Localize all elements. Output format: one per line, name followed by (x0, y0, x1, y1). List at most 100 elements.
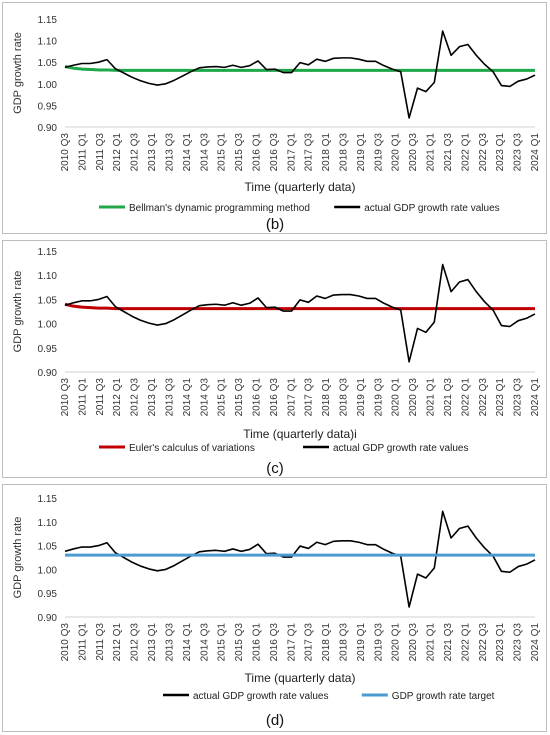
chart-panel-b: 1.15 1.10 1.05 1.00 0.95 0.90 GDP growth rate 2… (2, 2, 547, 234)
x-tick-label: 2018 Q3 (339, 378, 350, 417)
x-tick-label: 2018 Q1 (321, 378, 332, 417)
y-tick-label: 0.95 (38, 101, 58, 112)
y-tick-label: 0.90 (38, 123, 58, 134)
x-tick-label: 2019 Q3 (373, 378, 384, 417)
x-tick-label: 2015 Q1 (217, 378, 228, 417)
x-tick-label: 2023 Q3 (513, 623, 524, 662)
x-tick-label: 2016 Q3 (269, 378, 280, 417)
y-tick-label: 1.05 (38, 58, 58, 69)
legend-label: Euler's calculus of variations (129, 443, 255, 454)
x-tick-label: 2018 Q1 (321, 133, 332, 172)
x-tick-label: 2014 Q1 (182, 623, 193, 662)
x-tick-label: 2022 Q3 (478, 623, 489, 662)
panel-caption: (d) (266, 712, 284, 729)
x-tick-label: 2017 Q3 (304, 623, 315, 662)
x-tick-label: 2021 Q1 (426, 133, 437, 172)
x-tick-label: 2012 Q3 (130, 378, 141, 417)
x-tick-label: 2015 Q3 (234, 623, 245, 662)
x-tick-label: 2011 Q3 (95, 623, 106, 661)
x-tick-label: 2022 Q1 (460, 378, 471, 417)
x-tick-label: 2016 Q3 (269, 133, 280, 172)
x-tick-label: 2018 Q1 (321, 623, 332, 662)
x-tick-label: 2023 Q1 (495, 623, 506, 662)
x-tick-label: 2017 Q3 (304, 133, 315, 172)
y-tick-label: 1.05 (38, 295, 58, 306)
x-axis-label: Time (quarterly data)i (243, 427, 357, 441)
y-tick-label: 1.15 (38, 494, 58, 505)
x-tick-label: 2019 Q1 (356, 133, 367, 172)
x-tick-label: 2024 Q1 (530, 378, 541, 417)
y-tick-label: 1.15 (38, 15, 58, 26)
x-tick-label: 2018 Q3 (339, 623, 350, 662)
x-tick-label: 2023 Q3 (513, 133, 524, 172)
x-tick-label: 2014 Q1 (182, 378, 193, 417)
y-tick-label: 1.10 (38, 37, 58, 48)
x-tick-label: 2010 Q3 (60, 623, 71, 662)
series-line-bellman-s-dynamic-programming-method (64, 65, 535, 72)
y-tick-label: 1.10 (38, 518, 58, 529)
x-tick-label: 2024 Q1 (530, 623, 541, 662)
x-tick-label: 2014 Q3 (199, 378, 210, 417)
x-tick-label: 2012 Q3 (130, 133, 141, 172)
legend-label: GDP growth rate target (392, 691, 495, 702)
x-tick-label: 2012 Q1 (112, 133, 123, 172)
x-tick-label: 2015 Q3 (234, 133, 245, 172)
x-tick-label: 2017 Q1 (286, 133, 297, 172)
panel-caption: (b) (266, 216, 284, 233)
x-tick-label: 2020 Q1 (391, 378, 402, 417)
x-tick-label: 2011 Q1 (77, 623, 88, 661)
x-tick-label: 2016 Q1 (251, 378, 262, 417)
y-tick-label: 0.95 (38, 589, 58, 600)
panel-caption: (c) (266, 460, 284, 477)
x-tick-label: 2011 Q3 (95, 133, 106, 171)
x-tick-label: 2022 Q3 (478, 133, 489, 172)
y-axis-label: GDP growth rate (12, 32, 24, 114)
y-tick-label: 1.05 (38, 542, 58, 553)
y-tick-label: 1.00 (38, 320, 58, 331)
x-axis-label: Time (quarterly data) (245, 180, 356, 194)
legend-label: Bellman's dynamic programming method (129, 203, 310, 214)
y-axis-label: GDP growth rate (12, 517, 24, 599)
x-tick-label: 2015 Q1 (217, 133, 228, 172)
chart-d-svg: 1.15 1.10 1.05 1.00 0.95 0.90 GDP growth rate 2… (12, 494, 541, 729)
x-tick-label: 2014 Q1 (182, 133, 193, 172)
x-tick-label: 2013 Q1 (147, 133, 158, 172)
x-tick-label: 2011 Q3 (95, 378, 106, 416)
x-tick-label: 2018 Q3 (339, 133, 350, 172)
x-tick-label: 2017 Q3 (304, 378, 315, 417)
x-tick-label: 2015 Q3 (234, 378, 245, 417)
x-tick-label: 2022 Q1 (460, 133, 471, 172)
x-tick-label: 2015 Q1 (217, 623, 228, 662)
series-line-actual-gdp-growth-rate-values (64, 510, 536, 608)
x-tick-label: 2020 Q3 (408, 378, 419, 417)
x-tick-label: 2023 Q3 (513, 378, 524, 417)
series-line-actual-gdp-growth-rate-values (64, 30, 536, 119)
x-tick-label: 2023 Q1 (495, 378, 506, 417)
y-tick-label: 1.10 (38, 271, 58, 282)
x-tick-label: 2022 Q1 (460, 623, 471, 662)
x-tick-label: 2017 Q1 (286, 623, 297, 662)
y-tick-label: 0.95 (38, 344, 58, 355)
y-axis-label: GDP growth rate (12, 271, 24, 353)
x-tick-label: 2016 Q3 (269, 623, 280, 662)
x-tick-label: 2012 Q1 (112, 378, 123, 417)
x-tick-label: 2021 Q1 (426, 623, 437, 662)
chart-panel-c: 1.15 1.10 1.05 1.00 0.95 0.90 GDP growth rate 2… (2, 240, 547, 478)
x-tick-label: 2011 Q1 (77, 133, 88, 171)
x-tick-label: 2012 Q3 (130, 623, 141, 662)
series-line-actual-gdp-growth-rate-values (64, 263, 536, 363)
x-tick-label: 2014 Q3 (199, 623, 210, 662)
series-line-euler-s-calculus-of-variations (64, 302, 535, 311)
chart-panel-d: 1.15 1.10 1.05 1.00 0.95 0.90 GDP growth rate 2… (2, 484, 547, 732)
x-tick-label: 2019 Q1 (356, 378, 367, 417)
y-tick-label: 1.15 (38, 247, 58, 258)
x-tick-label: 2022 Q3 (478, 378, 489, 417)
legend-label: actual GDP growth rate values (193, 691, 328, 702)
chart-c-svg: 1.15 1.10 1.05 1.00 0.95 0.90 GDP growth rate 2… (12, 247, 541, 477)
x-tick-label: 2021 Q3 (443, 378, 454, 417)
x-tick-label: 2021 Q3 (443, 133, 454, 172)
x-tick-label: 2019 Q1 (356, 623, 367, 662)
x-tick-label: 2019 Q3 (373, 133, 384, 172)
x-tick-label: 2011 Q1 (77, 378, 88, 416)
x-tick-label: 2016 Q1 (251, 623, 262, 662)
